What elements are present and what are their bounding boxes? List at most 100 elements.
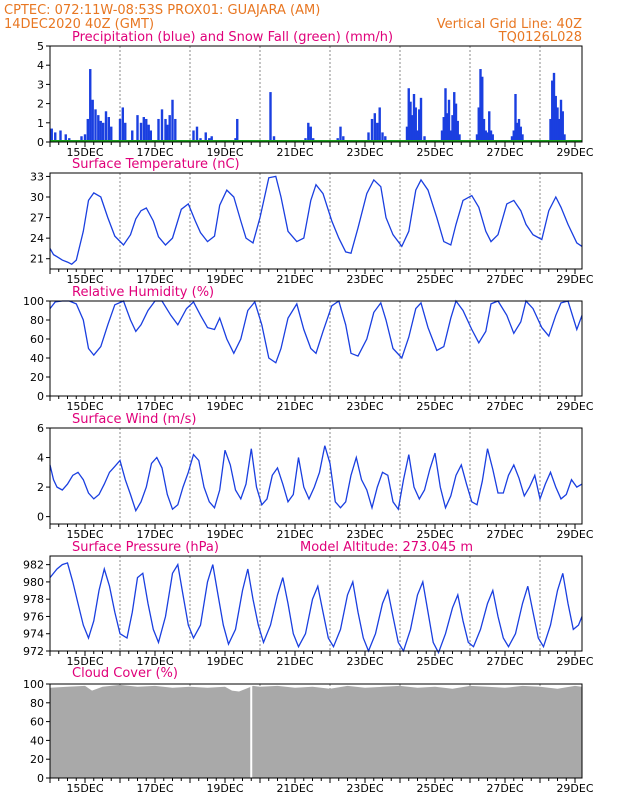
- precip-bar: [563, 134, 566, 142]
- precip-bar: [451, 115, 454, 142]
- precip-bar: [552, 72, 556, 142]
- temp-xtick-label: 29DEC: [556, 273, 593, 286]
- cloud-xtick-label: 19DEC: [206, 782, 243, 795]
- precip-bar: [519, 126, 522, 142]
- precip-bar: [160, 109, 164, 142]
- precip-bar: [549, 118, 552, 142]
- precip-bar: [142, 117, 145, 142]
- rh-xtick-label: 25DEC: [416, 400, 453, 413]
- rh-frame: [49, 300, 583, 397]
- rh-ytick-label: 20: [30, 371, 44, 384]
- precip-bar: [551, 80, 554, 142]
- wind-xtick-label: 15DEC: [66, 528, 103, 541]
- rh-ytick-label: 80: [30, 314, 44, 327]
- precip-bar: [454, 103, 458, 142]
- precip-bar: [373, 113, 376, 142]
- pressure-ytick-label: 980: [23, 576, 44, 589]
- header-model-code: TQ0126L028: [498, 30, 582, 45]
- precip-bar: [86, 118, 89, 142]
- rh-xtick-label: 17DEC: [136, 400, 173, 413]
- precip-bar: [121, 107, 124, 142]
- cloud-xtick-label: 27DEC: [486, 782, 523, 795]
- precip-bar: [195, 126, 199, 142]
- precip-bar: [80, 136, 83, 142]
- precip-bar: [453, 92, 456, 142]
- pressure-panel: 972 974 976 978 980 982 15DEC 17DEC 19DEC 21DEC 23…: [23, 555, 594, 668]
- precip-bar: [484, 130, 487, 142]
- precip-bar: [458, 134, 461, 142]
- precip-bar: [97, 115, 100, 142]
- precip-bar: [99, 120, 102, 142]
- precip-bar: [381, 132, 384, 142]
- precip-bar: [136, 115, 139, 142]
- temp-panel: 21 24 27 30 33 15DEC 17DEC 19DEC 21DEC 23DEC 25DEC…: [30, 170, 594, 286]
- precip-bar: [157, 118, 160, 142]
- wind-xtick-label: 25DEC: [416, 528, 453, 541]
- pressure-xtick-label: 15DEC: [66, 655, 103, 668]
- temp-panel-title: Surface Temperature (nC): [72, 157, 240, 172]
- precip-bar: [367, 132, 370, 142]
- precip-bar: [516, 122, 519, 142]
- precip-bar: [561, 111, 564, 142]
- rh-xtick-label: 27DEC: [486, 400, 523, 413]
- temp-ytick-label: 27: [30, 212, 44, 225]
- precip-bar: [102, 122, 105, 142]
- cloud-cover-area: [50, 684, 582, 778]
- rh-panel-title: Relative Humidity (%): [72, 285, 214, 300]
- pressure-xtick-label: 29DEC: [556, 655, 593, 668]
- precip-bar: [482, 118, 486, 142]
- precip-bar: [83, 134, 87, 142]
- cloud-ytick-label: 80: [30, 697, 44, 710]
- pressure-ytick-label: 982: [23, 559, 44, 572]
- precip-xtick-label: 23DEC: [346, 146, 383, 159]
- wind-ytick-label: 0: [37, 511, 44, 524]
- precip-bar: [481, 76, 484, 142]
- rh-xtick-label: 21DEC: [276, 400, 313, 413]
- pressure-line: [49, 562, 583, 655]
- cloud-xtick-label: 17DEC: [136, 782, 173, 795]
- precip-bar: [405, 126, 409, 142]
- precip-ytick-label: 0: [37, 136, 44, 149]
- precip-bar: [444, 88, 447, 142]
- wind-frame: [49, 427, 583, 525]
- precip-xtick-label: 17DEC: [136, 146, 173, 159]
- temp-ytick-label: 30: [30, 191, 44, 204]
- pressure-xtick-label: 25DEC: [416, 655, 453, 668]
- precip-bar: [510, 136, 514, 142]
- precip-bar: [489, 130, 493, 142]
- rh-line: [49, 299, 583, 364]
- cloud-ytick-label: 40: [30, 734, 44, 747]
- precip-bar: [149, 130, 152, 142]
- temp-ytick-label: 21: [30, 253, 44, 266]
- precip-bar: [236, 118, 239, 142]
- rh-ytick-label: 100: [23, 295, 44, 308]
- wind-ytick-label: 4: [37, 452, 44, 465]
- precip-bar: [91, 99, 94, 142]
- rh-panel: 0 20 40 60 80 100 15DEC 17DEC 19DEC 21DEC 23DEC 25D…: [23, 295, 594, 413]
- precip-bar: [559, 99, 563, 142]
- precip-ytick-label: 3: [37, 78, 44, 91]
- pressure-xtick-label: 21DEC: [276, 655, 313, 668]
- wind-xtick-label: 23DEC: [346, 528, 383, 541]
- wind-line: [49, 445, 583, 513]
- precip-bar: [477, 107, 480, 142]
- precip-bar: [384, 136, 387, 142]
- precip-bar: [521, 134, 524, 142]
- precip-bar: [554, 95, 557, 142]
- pressure-panel-title: Surface Pressure (hPa): [72, 540, 219, 555]
- cloud-ytick-label: 100: [23, 678, 44, 691]
- precip-ytick-label: 1: [37, 117, 44, 130]
- rh-ytick-label: 0: [37, 390, 44, 403]
- header-location: CPTEC: 072:11W-08:53S PROX01: GUAJARA (A…: [4, 3, 320, 18]
- precip-xtick-label: 29DEC: [556, 146, 593, 159]
- precip-bar: [414, 107, 417, 142]
- precip-bar: [342, 136, 345, 142]
- precip-bar: [512, 130, 515, 142]
- rh-xtick-label: 23DEC: [346, 400, 383, 413]
- precip-bar: [442, 117, 445, 142]
- precip-bar: [449, 130, 452, 142]
- pressure-xtick-label: 19DEC: [206, 655, 243, 668]
- precip-bar: [479, 69, 482, 142]
- rh-xtick-label: 19DEC: [206, 400, 243, 413]
